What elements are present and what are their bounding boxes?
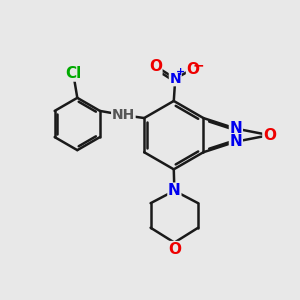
Text: +: + [176,67,185,77]
Text: NH: NH [112,108,135,122]
Text: N: N [168,183,181,198]
Text: N: N [169,72,181,86]
Text: O: O [168,242,181,256]
Text: O: O [187,62,200,77]
Text: O: O [149,59,162,74]
Text: N: N [230,121,242,136]
Text: Cl: Cl [66,66,82,81]
Text: O: O [263,128,276,142]
Text: N: N [230,134,242,149]
Text: −: − [192,58,204,72]
